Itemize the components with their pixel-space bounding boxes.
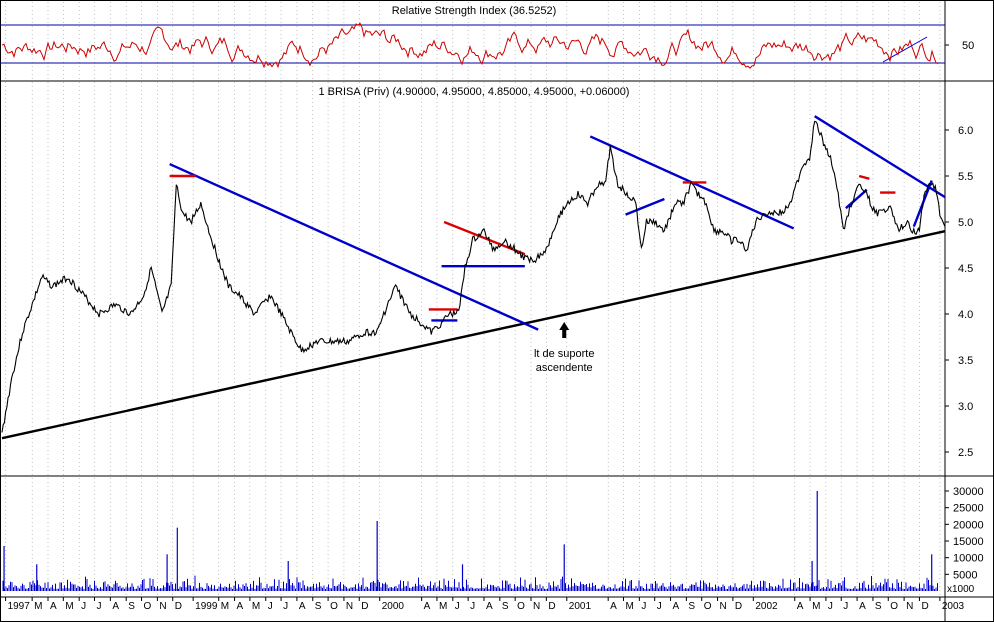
month-tick-label: J [843, 601, 848, 612]
price-tick-label: 5.5 [958, 171, 973, 183]
price-tick-label: 3.5 [958, 355, 973, 367]
volume-tick-label: 10000 [953, 553, 984, 565]
volume-bars [2, 491, 938, 591]
month-tick-label: J [657, 601, 662, 612]
volume-tick-label: 5000 [953, 569, 977, 581]
grid-lines [5, 2, 941, 596]
rsi-line [1, 22, 939, 69]
trendline [625, 197, 665, 216]
volume-tick-label: 30000 [953, 486, 984, 498]
month-tick-label: M [439, 601, 447, 612]
rsi-axis: 50 [945, 40, 974, 52]
month-tick-label: N [720, 601, 727, 612]
trendline [443, 220, 526, 256]
month-tick-label: J [97, 601, 102, 612]
volume-tick-label: 25000 [953, 503, 984, 515]
month-tick-label: S [688, 601, 695, 612]
annotation-label: ascendente [536, 362, 593, 374]
month-tick-label: J [470, 601, 475, 612]
month-tick-label: A [112, 601, 119, 612]
annotations: lt de suporte ascendente [534, 322, 595, 374]
month-tick-label: J [828, 601, 833, 612]
trendline [858, 174, 870, 180]
month-tick-label: N [159, 601, 166, 612]
month-tick-label: J [455, 601, 460, 612]
month-tick-label: D [548, 601, 555, 612]
volume-unit-label: x1000 [947, 584, 975, 595]
month-tick-label: M [65, 601, 73, 612]
rsi-tick-label: 50 [962, 40, 974, 52]
month-tick-label: 2003 [942, 601, 965, 612]
annotation-label: lt de suporte [534, 348, 595, 360]
volume-tick-label: 20000 [953, 519, 984, 531]
month-tick-label: A [50, 601, 57, 612]
month-tick-label: J [283, 601, 288, 612]
month-tick-label: D [735, 601, 742, 612]
price-axis: 6.0 5.5 5.0 4.5 4.0 3.5 3.0 2.5 [945, 125, 973, 459]
price-tick-label: 4.0 [958, 309, 973, 321]
price-tick-label: 6.0 [958, 125, 973, 137]
month-tick-label: 2002 [755, 601, 778, 612]
month-tick-label: S [128, 601, 135, 612]
month-tick-label: 1999 [195, 601, 218, 612]
month-tick-label: D [361, 601, 368, 612]
month-tick-label: O [144, 601, 152, 612]
month-tick-label: D [175, 601, 182, 612]
month-tick-label: N [906, 601, 913, 612]
month-tick-label: O [890, 601, 898, 612]
month-tick-label: 1997 [8, 601, 31, 612]
month-tick-label: A [486, 601, 493, 612]
month-tick-label: J [268, 601, 273, 612]
month-tick-label: J [81, 601, 86, 612]
price-tick-label: 5.0 [958, 217, 973, 229]
month-tick-label: A [673, 601, 680, 612]
month-tick-label: A [299, 601, 306, 612]
month-tick-label: 2000 [382, 601, 405, 612]
month-tick-label: O [330, 601, 338, 612]
price-title: 1 BRISA (Priv) (4.90000, 4.95000, 4.8500… [319, 86, 630, 98]
month-tick-label: A [610, 601, 617, 612]
month-tick-label: A [797, 601, 804, 612]
month-tick-label: S [875, 601, 882, 612]
trendline [169, 162, 539, 331]
month-tick-label: M [252, 601, 260, 612]
month-tick-label: M [626, 601, 634, 612]
month-tick-label: A [424, 601, 431, 612]
month-tick-label: O [517, 601, 525, 612]
price-line [1, 120, 946, 433]
price-tick-label: 3.0 [958, 401, 973, 413]
month-tick-label: A [859, 601, 866, 612]
volume-tick-label: 15000 [953, 536, 984, 548]
month-tick-label: O [704, 601, 712, 612]
price-tick-label: 2.5 [958, 447, 973, 459]
month-tick-label: M [221, 601, 229, 612]
month-tick-label: A [237, 601, 244, 612]
trendline [845, 188, 868, 210]
month-tick-label: N [533, 601, 540, 612]
month-tick-label: S [502, 601, 509, 612]
month-axis: 1997 M A M J J A S O N D 1999 M A M J J A S O N D 2000 A M J J A S O N… [5, 597, 965, 612]
month-tick-label: 2001 [569, 601, 592, 612]
month-tick-label: M [812, 601, 820, 612]
trendline [814, 115, 946, 199]
month-tick-label: J [641, 601, 646, 612]
volume-axis: 30000 25000 20000 15000 10000 5000 [945, 486, 984, 581]
month-tick-label: D [921, 601, 928, 612]
month-tick-label: N [346, 601, 353, 612]
month-tick-label: S [315, 601, 322, 612]
trendline [1, 230, 946, 440]
price-series [1, 120, 946, 433]
month-tick-label: M [34, 601, 42, 612]
up-arrow-icon [559, 322, 570, 338]
rsi-title: Relative Strength Index (36.5252) [392, 5, 557, 17]
price-tick-label: 4.5 [958, 263, 973, 275]
